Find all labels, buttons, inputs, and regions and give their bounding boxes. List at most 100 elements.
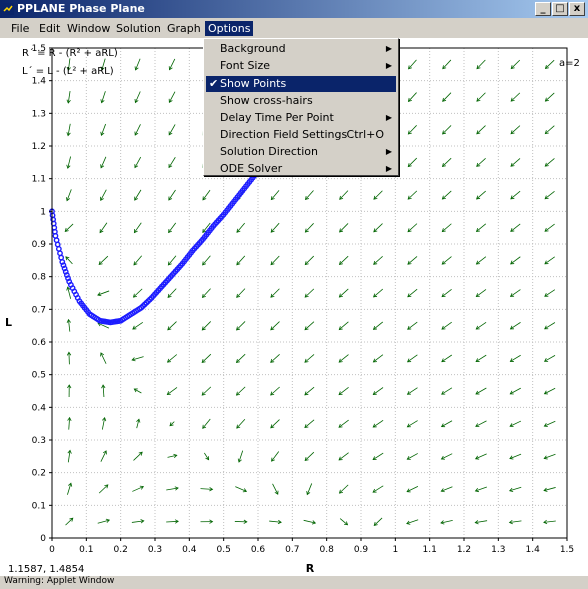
- direction-arrow: [168, 256, 176, 265]
- direction-arrow: [169, 223, 176, 233]
- direction-arrow: [99, 485, 108, 493]
- direction-arrow: [204, 453, 208, 460]
- direction-arrow: [511, 158, 520, 166]
- direction-arrow: [408, 224, 417, 232]
- direction-arrow: [339, 387, 348, 394]
- direction-arrow: [477, 224, 486, 232]
- direction-arrow: [202, 289, 210, 298]
- menu-file[interactable]: File: [8, 21, 32, 36]
- direction-arrow: [169, 92, 175, 103]
- direction-arrow: [373, 388, 383, 395]
- y-tick-label: 0.5: [32, 371, 46, 381]
- direction-arrow: [443, 125, 452, 133]
- menu-window[interactable]: Window: [64, 21, 113, 36]
- direction-arrow: [441, 454, 452, 460]
- menu-item-show-cross-hairs[interactable]: Show cross-hairs: [206, 93, 396, 109]
- direction-arrow: [475, 520, 487, 524]
- x-tick-label: 0.7: [285, 545, 299, 555]
- direction-arrow: [339, 289, 348, 297]
- direction-arrow: [203, 256, 211, 265]
- direction-arrow: [407, 421, 417, 427]
- menu-item-ode-solver[interactable]: ODE Solver ▶: [206, 161, 396, 177]
- menu-item-font-size[interactable]: Font Size ▶: [206, 58, 396, 74]
- direction-arrow: [374, 289, 383, 297]
- menu-solution[interactable]: Solution: [113, 21, 164, 36]
- menu-item-label: ODE Solver: [220, 161, 282, 177]
- menu-item-label: Font Size: [220, 58, 270, 74]
- direction-arrow: [545, 60, 554, 68]
- direction-arrow: [166, 487, 178, 491]
- direction-arrow: [407, 520, 418, 525]
- direction-arrow: [65, 224, 73, 231]
- direction-arrow: [201, 520, 213, 524]
- direction-arrow: [202, 354, 211, 362]
- direction-arrow: [476, 322, 486, 329]
- menu-item-delay-time[interactable]: Delay Time Per Point ▶: [206, 110, 396, 126]
- direction-arrow: [305, 191, 313, 200]
- direction-arrow: [134, 256, 142, 265]
- menu-graph[interactable]: Graph: [164, 21, 204, 36]
- menu-item-background[interactable]: Background ▶: [206, 41, 396, 57]
- direction-arrow: [443, 93, 451, 102]
- direction-arrow: [168, 322, 177, 330]
- direction-arrow: [236, 387, 245, 395]
- menu-item-label: Show Points: [220, 76, 286, 92]
- menu-options[interactable]: Options: [205, 21, 253, 36]
- menu-bar: File Edit Window Solution Graph Options: [0, 18, 588, 38]
- direction-arrow: [511, 60, 520, 68]
- direction-arrow: [305, 354, 314, 362]
- direction-arrow: [66, 518, 73, 525]
- direction-arrow: [373, 322, 382, 330]
- y-tick-label: 1.4: [32, 77, 47, 87]
- direction-arrow: [443, 60, 451, 69]
- direction-arrow: [272, 452, 279, 462]
- direction-arrow: [408, 93, 416, 102]
- parameter-label: a=2: [559, 58, 580, 69]
- direction-arrow: [477, 158, 486, 166]
- direction-arrow: [339, 485, 348, 493]
- direction-arrow: [136, 419, 139, 428]
- title-bar: PPLANE Phase Plane _ □ x: [0, 0, 588, 18]
- direction-arrow: [476, 454, 487, 459]
- direction-arrow: [134, 389, 141, 393]
- menu-edit[interactable]: Edit: [36, 21, 63, 36]
- direction-arrow: [98, 519, 110, 523]
- direction-arrow: [510, 388, 521, 394]
- direction-arrow: [305, 223, 313, 232]
- direction-arrow: [373, 453, 383, 459]
- menu-item-direction-field-settings[interactable]: Direction Field Settings Ctrl+O: [206, 127, 396, 143]
- equation-l: L´ = L - (L² + aRL): [22, 65, 114, 77]
- direction-arrow: [98, 291, 109, 296]
- menu-item-solution-direction[interactable]: Solution Direction ▶: [206, 144, 396, 160]
- direction-arrow: [132, 357, 143, 361]
- minimize-button[interactable]: _: [535, 2, 551, 16]
- direction-arrow: [339, 420, 349, 427]
- direction-arrow: [237, 223, 245, 232]
- direction-arrow: [441, 487, 452, 492]
- direction-arrow: [340, 519, 347, 525]
- y-tick-label: 0.9: [32, 240, 47, 250]
- direction-arrow: [340, 223, 348, 231]
- x-tick-label: 1.5: [560, 545, 574, 555]
- direction-arrow: [169, 124, 175, 134]
- direction-arrow: [304, 520, 316, 524]
- maximize-button[interactable]: □: [552, 2, 568, 16]
- direction-arrow: [67, 157, 71, 169]
- direction-arrow: [442, 322, 452, 329]
- direction-arrow: [100, 190, 106, 201]
- direction-arrow: [237, 321, 246, 329]
- direction-arrow: [273, 484, 279, 494]
- direction-arrow: [67, 385, 71, 397]
- direction-arrow: [511, 126, 520, 134]
- direction-arrow: [170, 422, 174, 426]
- direction-arrow: [101, 451, 107, 462]
- direction-arrow: [510, 421, 521, 427]
- close-button[interactable]: x: [569, 2, 585, 16]
- direction-arrow: [271, 420, 280, 428]
- direction-arrow: [202, 321, 210, 330]
- direction-arrow: [510, 487, 521, 491]
- y-axis-label: L: [5, 316, 12, 329]
- menu-item-show-points[interactable]: ✔ Show Points: [206, 76, 396, 92]
- direction-arrow: [442, 355, 452, 362]
- direction-arrow: [201, 487, 213, 491]
